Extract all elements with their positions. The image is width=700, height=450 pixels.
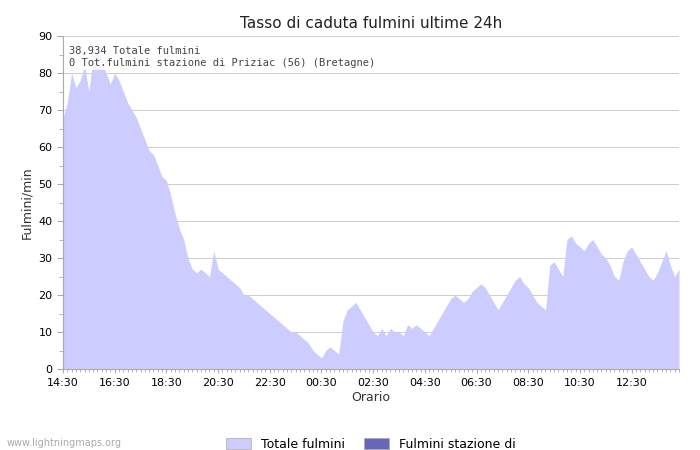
Text: www.lightningmaps.org: www.lightningmaps.org [7,438,122,448]
Text: 38,934 Totale fulmini
0 Tot.fulmini stazione di Priziac (56) (Bretagne): 38,934 Totale fulmini 0 Tot.fulmini staz… [69,46,375,68]
Y-axis label: Fulmini/min: Fulmini/min [20,166,33,239]
Legend: Totale fulmini, Fulmini stazione di: Totale fulmini, Fulmini stazione di [221,433,521,450]
Title: Tasso di caduta fulmini ultime 24h: Tasso di caduta fulmini ultime 24h [240,16,502,31]
X-axis label: Orario: Orario [351,391,391,404]
